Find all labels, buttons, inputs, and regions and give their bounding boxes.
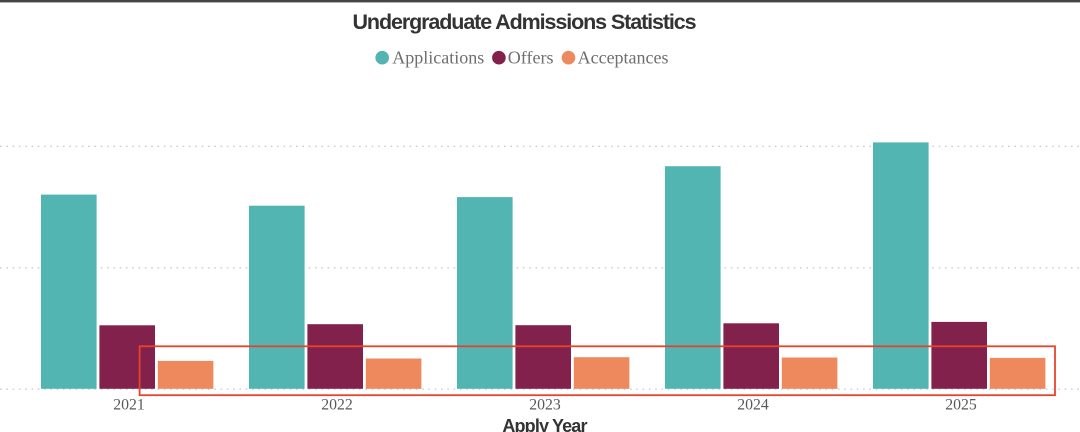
svg-text:Acceptances: Acceptances [578,47,669,67]
svg-text:2024: 2024 [737,397,769,414]
svg-text:2023: 2023 [529,397,561,414]
svg-text:Apply Year: Apply Year [502,416,587,432]
svg-text:2022: 2022 [321,397,353,414]
svg-text:Offers: Offers [508,47,554,67]
svg-text:2021: 2021 [113,397,145,414]
svg-text:Applications: Applications [392,47,484,67]
svg-text:2025: 2025 [945,397,977,414]
svg-text:Undergraduate Admissions Stati: Undergraduate Admissions Statistics [352,10,696,34]
